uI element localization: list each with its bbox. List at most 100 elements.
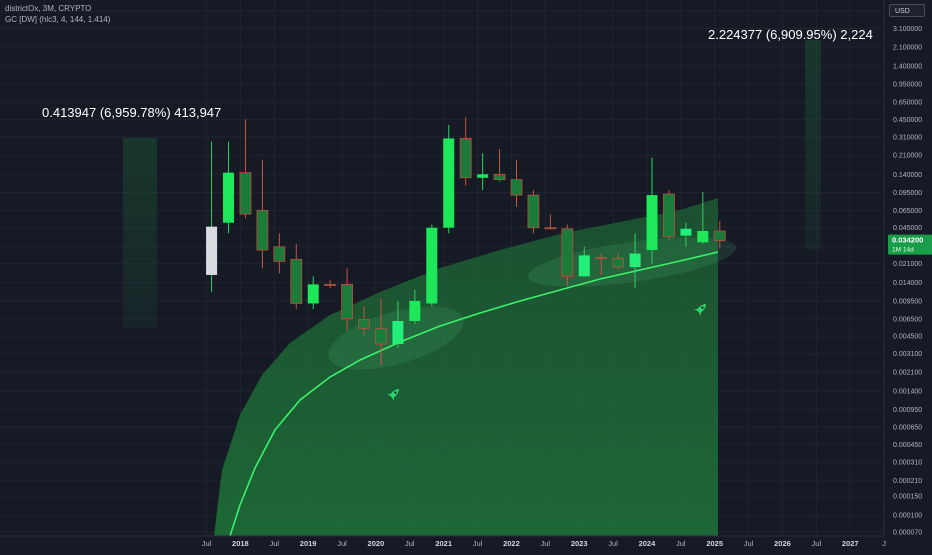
candle-body: [713, 230, 726, 242]
y-tick-label: 2.100000: [893, 44, 922, 51]
candle: [713, 220, 726, 249]
candle: [544, 214, 557, 230]
x-tick-label: 2018: [232, 539, 249, 548]
x-tick-label: Jul: [337, 539, 347, 548]
x-tick-label: 2020: [368, 539, 385, 548]
y-tick-label: 0.001400: [893, 389, 922, 396]
y-tick-label: 0.950000: [893, 82, 922, 89]
candle: [239, 119, 252, 219]
candle-body: [510, 179, 523, 196]
candle: [392, 300, 404, 348]
candle: [697, 192, 709, 244]
growth-curve: [229, 251, 719, 537]
x-tick-label: 2022: [503, 539, 520, 548]
candle: [527, 190, 540, 234]
y-tick-label: 0.000070: [893, 530, 922, 537]
candle: [510, 159, 523, 207]
candle-body: [307, 284, 319, 304]
y-tick-label: 3.100000: [893, 26, 922, 33]
y-tick-label: 0.045000: [893, 225, 922, 232]
currency-button[interactable]: USD: [889, 4, 925, 17]
y-axis: 4.5000003.1000002.1000001.4000000.950000…: [883, 0, 932, 550]
y-tick-label: 0.000310: [893, 459, 922, 466]
candle-body: [256, 210, 269, 251]
current-price-badge: 0.034200 1M 14d: [888, 234, 932, 255]
candle-body: [663, 193, 675, 238]
candle: [307, 276, 319, 309]
y-tick-label: 0.000450: [893, 442, 922, 449]
candle-body: [561, 228, 574, 277]
x-tick-label: Jul: [269, 539, 279, 548]
candle: [426, 224, 438, 307]
y-tick-label: 0.210000: [893, 153, 922, 160]
countdown-label: 1M 14d: [892, 247, 914, 254]
candle: [290, 243, 303, 309]
y-tick-label: 0.000100: [893, 513, 922, 520]
candle-body: [324, 283, 337, 286]
x-tick-label: 2021: [435, 539, 452, 548]
indicator-title: GC [DW] (hlc3, 4, 144, 1.414): [5, 15, 111, 24]
candle-body: [477, 174, 489, 178]
y-tick-label: 0.000950: [893, 407, 922, 414]
candle: [256, 159, 269, 269]
y-tick-label: 0.004500: [893, 334, 922, 341]
candle-body: [273, 246, 286, 262]
x-tick-label: Jul: [473, 539, 483, 548]
ghost-bar-left: [123, 138, 157, 328]
candles: [206, 117, 726, 366]
candle-body: [578, 255, 590, 277]
candle-body: [426, 227, 438, 304]
candle: [409, 289, 421, 325]
y-tick-label: 0.065000: [893, 208, 922, 215]
candle: [646, 157, 658, 264]
x-tick-label: Jul: [676, 539, 686, 548]
candle: [493, 148, 506, 182]
candle: [223, 141, 235, 234]
symbol-title: districtOx, 3M, CRYPTO: [5, 4, 92, 13]
candle: [341, 268, 354, 332]
y-tick-label: 0.310000: [893, 134, 922, 141]
candle-body: [409, 300, 421, 321]
x-axis: Jul 2018 Jul 2019 Jul 2020 Jul 2021 Jul 2022 Jul 20…: [0, 535, 886, 550]
candle: [273, 233, 286, 274]
x-tick-label: 2023: [571, 539, 588, 548]
candle-body: [697, 230, 709, 243]
candle-body: [375, 327, 387, 345]
candle-body: [290, 258, 303, 304]
candle: [578, 246, 590, 277]
x-tick-label: Jul: [812, 539, 822, 548]
price-annotation: 0.413947 (6,959.78%) 413,947: [42, 105, 221, 120]
candle-body: [629, 253, 641, 268]
x-tick-label: Jul: [405, 539, 415, 548]
candle-body: [544, 227, 557, 230]
candle: [561, 224, 574, 287]
candle: [663, 190, 675, 240]
y-tick-label: 0.009500: [893, 298, 922, 305]
candle-body: [223, 172, 235, 223]
y-tick-label: 1.400000: [893, 63, 922, 70]
x-tick-label: 2025: [706, 539, 723, 548]
candle: [629, 233, 641, 288]
candle-body: [239, 172, 252, 215]
candle: [477, 153, 489, 191]
ghost-bar-right: [805, 40, 821, 250]
candle-body: [459, 138, 472, 179]
x-tick-label: 2026: [774, 539, 791, 548]
candle-body: [595, 256, 608, 259]
candle-body: [646, 195, 658, 251]
candle: [375, 298, 387, 366]
y-tick-label: 0.000650: [893, 425, 922, 432]
candle-body: [527, 194, 540, 229]
ghost-bars: [123, 40, 821, 328]
candle: [206, 141, 218, 292]
rocket-icon: [386, 389, 399, 402]
candle-body: [206, 226, 218, 275]
candle-body: [680, 228, 692, 236]
candle: [612, 253, 625, 270]
x-tick-label: Jul: [744, 539, 754, 548]
candle-body: [493, 173, 506, 181]
channel-band: [214, 198, 718, 536]
y-tick-label: 0.000150: [893, 494, 922, 501]
